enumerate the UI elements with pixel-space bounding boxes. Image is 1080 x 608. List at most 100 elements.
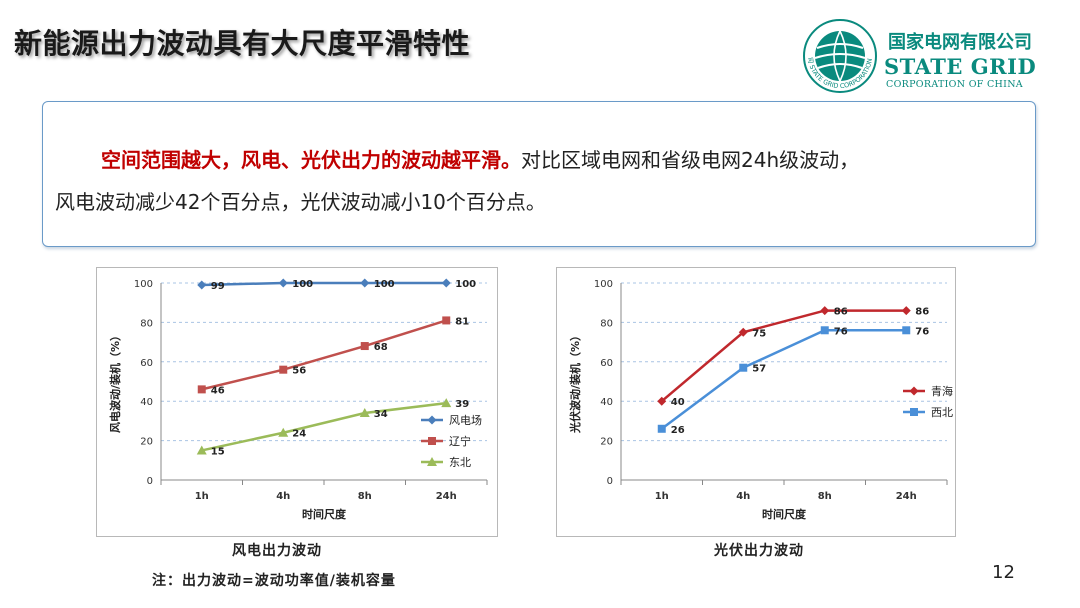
y-tick-label: 40 [140,397,153,408]
wind-chart-caption: 风电出力波动 [232,543,322,559]
data-point [739,363,748,372]
page-title: 新能源出力波动具有大尺度平滑特性 [14,27,471,60]
series-line [661,329,907,430]
wind-chart-frame: 0 20 40 60 80 100 1h 4h 8h 24h 时间尺度 风电波动/装机（%） 99 100… [96,267,498,537]
data-point [196,445,207,455]
data-label: 100 [455,279,476,290]
data-label: 26 [671,425,685,436]
y-tick-label: 100 [134,279,153,290]
legend-label: 青海 [931,384,953,398]
data-label: 15 [211,446,225,457]
state-grid-emblem-icon: 国家电网公司 STATE GRID CORPORATION OF CHINA [797,11,877,93]
x-axis-title: 时间尺度 [762,507,807,521]
legend-marker [909,386,919,396]
x-axis-title: 时间尺度 [302,507,347,521]
data-label: 76 [834,326,848,337]
data-label: 86 [834,307,848,318]
data-label: 76 [915,326,929,337]
data-label: 99 [211,281,225,292]
data-label: 46 [211,385,225,396]
summary-line-1: 空间范围越大，风电、光伏出力的波动越平滑。对比区域电网和省级电网24h级波动， [55,142,1023,178]
y-tick-label: 40 [600,397,613,408]
pv-chart-caption: 光伏出力波动 [714,543,804,559]
legend-marker [427,415,437,425]
summary-line-1-rest: 对比区域电网和省级电网24h级波动， [521,148,860,172]
series-line [201,281,447,287]
data-point [738,327,748,337]
footnote: 注：出力波动=波动功率值/装机容量 [152,573,396,589]
pv-fluctuation-chart: 0 20 40 60 80 100 1h 4h 8h 24h 时间尺度 光伏波动/装机（%） 40 75 8… [568,279,953,521]
x-tick-label: 8h [818,491,832,502]
company-logo: 国家电网公司 STATE GRID CORPORATION OF CHINA 国… [797,11,1065,94]
data-point [197,280,207,290]
data-point [442,316,451,325]
logo-english-subname: CORPORATION OF CHINA [886,79,1023,90]
data-label: 24 [292,429,306,440]
data-label: 100 [292,279,313,290]
data-label: 86 [915,307,929,318]
y-tick-label: 0 [607,476,613,487]
data-label: 40 [671,397,685,408]
series-0: 40 75 86 86 青海 [657,306,953,408]
y-tick-label: 80 [140,318,153,329]
data-label: 100 [374,279,395,290]
data-label: 57 [752,364,766,375]
legend-marker [910,408,918,416]
data-point [360,342,369,351]
y-tick-label: 60 [140,358,153,369]
data-point [278,427,289,437]
data-point [901,306,911,316]
page-number: 12 [992,562,1015,583]
series-line [201,319,447,391]
logo-chinese-name: 国家电网有限公司 [888,32,1032,53]
x-tick-label: 24h [896,491,917,502]
x-tick-label: 1h [195,491,209,502]
y-tick-label: 80 [600,318,613,329]
data-point [902,326,911,335]
legend-marker [427,457,437,466]
y-tick-label: 0 [147,476,153,487]
y-tick-label: 100 [594,279,613,290]
data-label: 81 [455,316,469,327]
x-tick-label: 8h [358,491,372,502]
data-point [820,326,829,335]
data-point [441,278,451,288]
series-line [660,309,907,403]
data-point [278,278,288,288]
legend-label: 辽宁 [449,434,471,448]
x-tick-label: 4h [276,491,290,502]
data-label: 75 [752,328,766,339]
x-tick-label: 1h [655,491,669,502]
legend-label: 东北 [449,456,471,469]
data-label: 56 [292,366,306,377]
data-point [279,365,288,374]
series-1: 46 56 68 81 辽宁 [197,316,471,448]
data-label: 34 [374,409,388,420]
data-point [359,408,370,418]
data-point [197,385,206,394]
series-line [201,401,447,452]
data-point [820,306,830,316]
legend-marker [428,437,436,445]
series-2: 15 24 34 39 东北 [196,398,471,469]
pv-chart-frame: 0 20 40 60 80 100 1h 4h 8h 24h 时间尺度 光伏波动/装机（%） 40 75 8… [556,267,956,537]
data-point [441,398,452,408]
y-axis-title: 风电波动/装机（%） [108,330,122,433]
y-tick-label: 20 [600,437,613,448]
legend-label: 风电场 [449,413,482,427]
data-label: 39 [455,399,469,410]
y-axis-title: 光伏波动/装机（%） [568,330,582,434]
data-point [360,278,370,288]
y-tick-label: 20 [140,437,153,448]
wind-fluctuation-chart: 0 20 40 60 80 100 1h 4h 8h 24h 时间尺度 风电波动/装机（%） 99 100… [108,278,488,521]
summary-line-2: 风电波动减少42个百分点，光伏波动减小10个百分点。 [55,190,546,214]
x-tick-label: 4h [736,491,750,502]
data-label: 68 [374,342,388,353]
summary-callout: 空间范围越大，风电、光伏出力的波动越平滑。对比区域电网和省级电网24h级波动， … [42,101,1036,247]
y-tick-label: 60 [600,358,613,369]
series-1: 26 57 76 76 西北 [657,326,953,436]
x-tick-label: 24h [436,491,457,502]
legend-label: 西北 [931,406,953,419]
logo-english-name: STATE GRID [884,54,1037,79]
data-point [657,396,667,406]
